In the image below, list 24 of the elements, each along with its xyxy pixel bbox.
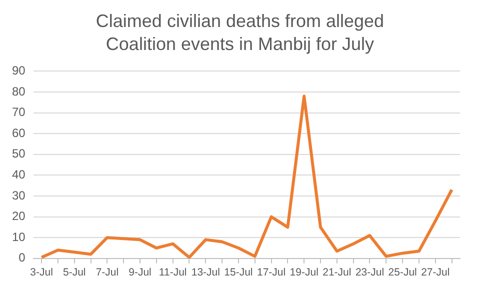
y-tick-label: 50	[12, 146, 26, 161]
chart-title: Claimed civilian deaths from alleged Coalition events in Manbij for July	[94, 10, 386, 56]
x-tick-label: 3-Jul	[30, 266, 53, 279]
y-tick-label: 30	[12, 188, 26, 202]
y-tick-label: 0	[18, 250, 26, 265]
x-tick-label: 27-Jul	[421, 266, 450, 279]
y-tick-label: 80	[12, 84, 26, 98]
x-tick-label: 7-Jul	[96, 266, 119, 279]
x-tick-label: 11-Jul	[158, 266, 187, 279]
y-tick-label: 70	[12, 105, 26, 120]
y-tick-label: 40	[12, 168, 26, 182]
y-tick-label: 20	[12, 209, 26, 224]
x-tick-label: 25-Jul	[388, 266, 417, 279]
y-tick-label: 60	[12, 126, 26, 140]
x-tick-label: 13-Jul	[191, 266, 220, 279]
x-tick-label: 15-Jul	[224, 266, 253, 279]
x-tick-label: 23-Jul	[355, 266, 384, 279]
x-tick-label: 21-Jul	[322, 266, 352, 279]
x-tick-label: 19-Jul	[290, 266, 318, 279]
x-tick-label: 17-Jul	[256, 266, 286, 279]
x-tick-label: 9-Jul	[128, 266, 152, 279]
y-tick-label: 90	[12, 64, 26, 78]
x-tick-label: 5-Jul	[62, 266, 86, 279]
y-tick-label: 10	[12, 230, 26, 244]
